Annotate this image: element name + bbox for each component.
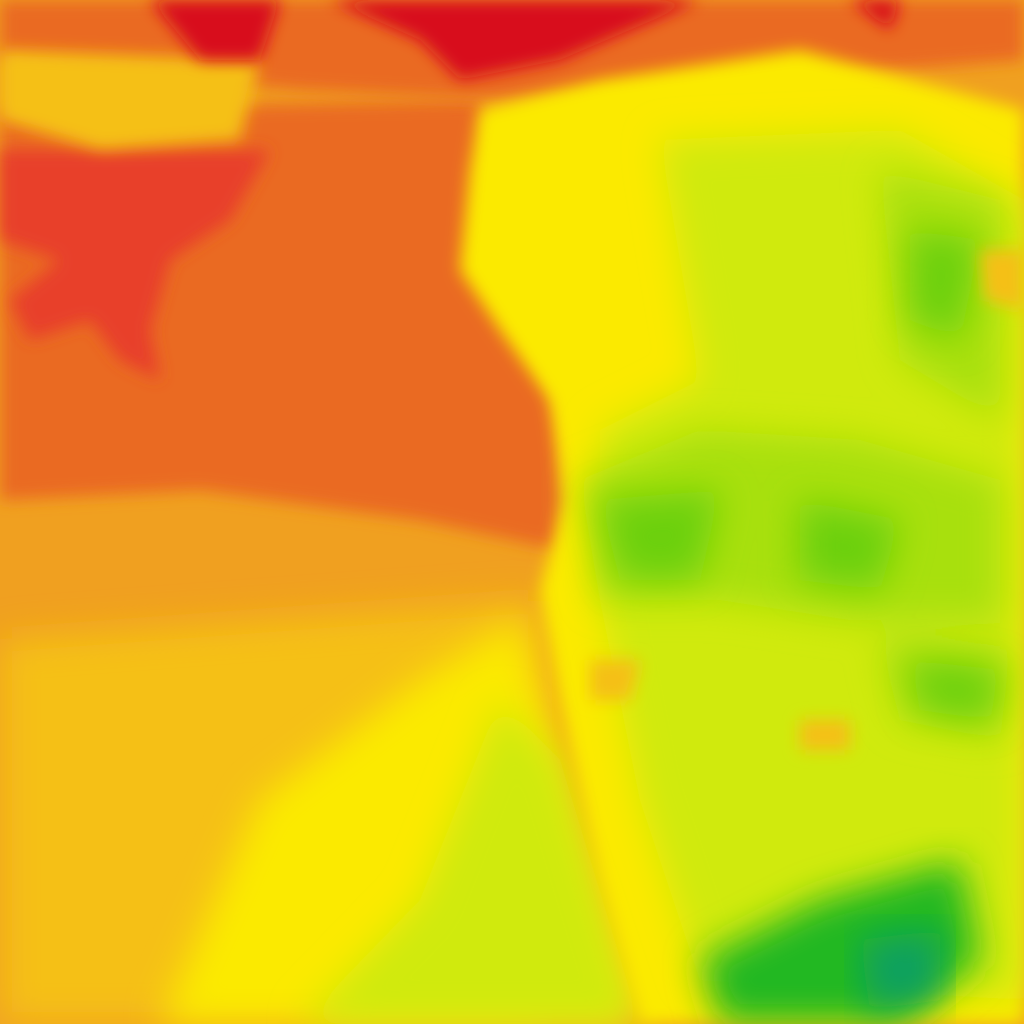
land-dark-green [600,230,1000,720]
land-green [580,170,1010,740]
north-ocean-red-patches [0,150,270,380]
top-band-yellow [0,50,260,150]
southeast-teal [860,930,940,1010]
land-layer [460,50,1024,1024]
south-ocean-green [300,700,640,1024]
top-band-red [150,0,900,80]
